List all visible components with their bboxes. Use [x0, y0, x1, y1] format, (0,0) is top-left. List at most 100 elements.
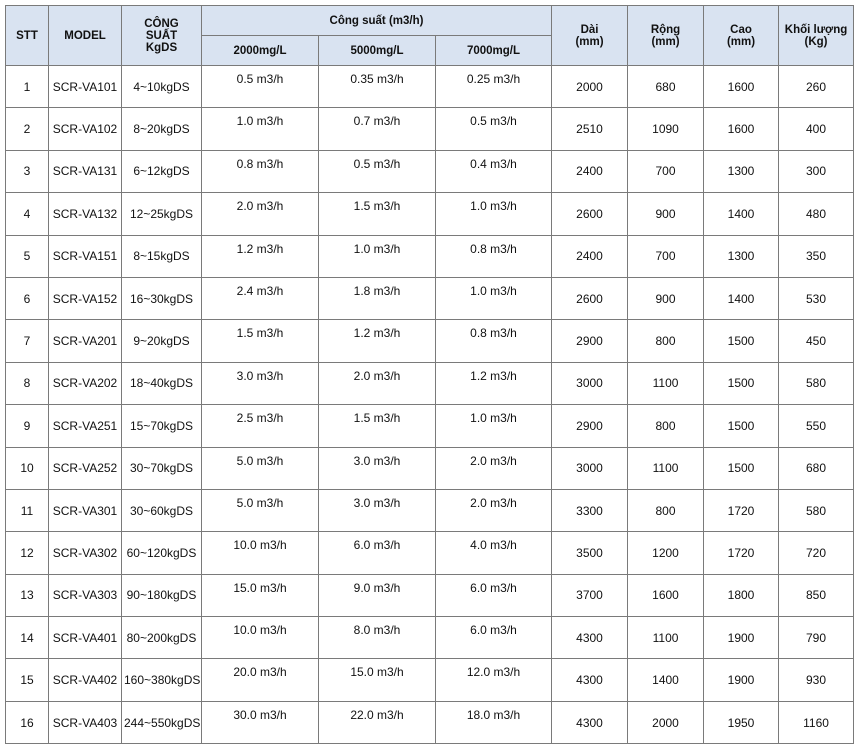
- table-cell: 80~200kgDS: [121, 616, 202, 660]
- table-cell: 1400: [627, 658, 705, 702]
- table-cell: 930: [778, 658, 855, 702]
- table-cell: 1900: [703, 658, 780, 702]
- header-cell: Khối lượng (Kg): [778, 5, 855, 66]
- table-cell: 22.0 m3/h: [318, 700, 436, 744]
- table-row: 12 SCR-VA302 60~120kgDS 10.0 m3/h 6.0 m3/h 4.…: [5, 531, 855, 575]
- table-cell: SCR-VA402: [48, 658, 122, 702]
- table-cell: 6: [5, 276, 49, 321]
- table-cell: 1.0 m3/h: [434, 404, 553, 448]
- table-cell: 3000: [551, 446, 629, 490]
- table-cell: 580: [778, 361, 855, 406]
- table-cell: SCR-VA152: [48, 276, 122, 321]
- table-row: 1 SCR-VA101 4~10kgDS 0.5 m3/h 0.35 m3/h 0.25 …: [5, 64, 855, 109]
- table-cell: 1: [5, 64, 49, 109]
- header-cell: Dài (mm): [551, 5, 629, 66]
- table-cell: 1.2 m3/h: [201, 234, 319, 278]
- table-cell: 1.8 m3/h: [318, 276, 436, 321]
- table-cell: 1300: [703, 234, 780, 278]
- table-cell: 5: [5, 234, 49, 278]
- table-cell: 530: [778, 276, 855, 321]
- table-cell: 13: [5, 573, 49, 618]
- table-row: 16 SCR-VA403 244~550kgDS 30.0 m3/h 22.0 m3/h…: [5, 700, 855, 744]
- table-cell: 18~40kgDS: [121, 361, 202, 406]
- table-cell: 244~550kgDS: [121, 700, 202, 744]
- table-cell: SCR-VA101: [48, 64, 122, 109]
- table-cell: 350: [778, 234, 855, 278]
- table-row: 8 SCR-VA202 18~40kgDS 3.0 m3/h 2.0 m3/h 1.2 m…: [5, 361, 855, 406]
- table-cell: 2600: [551, 192, 629, 236]
- table-cell: 12~25kgDS: [121, 192, 202, 236]
- table-cell: SCR-VA302: [48, 531, 122, 575]
- table-row: 11 SCR-VA301 30~60kgDS 5.0 m3/h 3.0 m3/h 2.0 …: [5, 488, 855, 533]
- table-cell: 9: [5, 404, 49, 448]
- table-cell: 1090: [627, 107, 705, 151]
- table-cell: 5.0 m3/h: [201, 488, 319, 533]
- header-cell: Cao (mm): [703, 5, 780, 66]
- table-cell: 3.0 m3/h: [318, 488, 436, 533]
- table-cell: 2510: [551, 107, 629, 151]
- table-cell: 0.5 m3/h: [201, 64, 319, 109]
- table-cell: 0.5 m3/h: [318, 149, 436, 194]
- table-cell: 0.35 m3/h: [318, 64, 436, 109]
- table-cell: 2.0 m3/h: [201, 192, 319, 236]
- table-cell: 1.5 m3/h: [201, 319, 319, 363]
- table-cell: 4300: [551, 700, 629, 744]
- table-cell: 2900: [551, 404, 629, 448]
- table-cell: 1950: [703, 700, 780, 744]
- table-cell: 2000: [627, 700, 705, 744]
- table-cell: 2.0 m3/h: [318, 361, 436, 406]
- table-cell: 700: [627, 234, 705, 278]
- table-cell: 400: [778, 107, 855, 151]
- table-cell: 1.5 m3/h: [318, 192, 436, 236]
- table-cell: 9~20kgDS: [121, 319, 202, 363]
- table-cell: 700: [627, 149, 705, 194]
- table-cell: 8~15kgDS: [121, 234, 202, 278]
- table-row: 13 SCR-VA303 90~180kgDS 15.0 m3/h 9.0 m3/h 6.…: [5, 573, 855, 618]
- table-cell: 2.4 m3/h: [201, 276, 319, 321]
- table-cell: 3.0 m3/h: [318, 446, 436, 490]
- table-cell: 1300: [703, 149, 780, 194]
- table-row: 4 SCR-VA132 12~25kgDS 2.0 m3/h 1.5 m3/h 1.0 m…: [5, 192, 855, 236]
- table-cell: 3700: [551, 573, 629, 618]
- table-cell: 8: [5, 361, 49, 406]
- table-cell: 3000: [551, 361, 629, 406]
- table-cell: 10: [5, 446, 49, 490]
- table-cell: 2400: [551, 149, 629, 194]
- table-cell: SCR-VA251: [48, 404, 122, 448]
- table-cell: 1.0 m3/h: [318, 234, 436, 278]
- table-cell: 6.0 m3/h: [434, 616, 553, 660]
- table-cell: 1200: [627, 531, 705, 575]
- table-cell: 3.0 m3/h: [201, 361, 319, 406]
- table-cell: 6~12kgDS: [121, 149, 202, 194]
- table-cell: 1800: [703, 573, 780, 618]
- header-cell: STT: [5, 5, 49, 66]
- table-cell: SCR-VA252: [48, 446, 122, 490]
- table-cell: 1100: [627, 361, 705, 406]
- table-cell: 1.2 m3/h: [318, 319, 436, 363]
- table-row: 9 SCR-VA251 15~70kgDS 2.5 m3/h 1.5 m3/h 1.0 m…: [5, 404, 855, 448]
- table-row: 2 SCR-VA102 8~20kgDS 1.0 m3/h 0.7 m3/h 0.5 m3…: [5, 107, 855, 151]
- header-cell: 5000mg/L: [318, 35, 436, 66]
- table-cell: 900: [627, 276, 705, 321]
- table-cell: 30.0 m3/h: [201, 700, 319, 744]
- table-cell: 4.0 m3/h: [434, 531, 553, 575]
- table-cell: 0.7 m3/h: [318, 107, 436, 151]
- table-cell: 790: [778, 616, 855, 660]
- table-cell: 1500: [703, 319, 780, 363]
- table-cell: 1400: [703, 192, 780, 236]
- table-cell: 60~120kgDS: [121, 531, 202, 575]
- header-cell: Công suất (m3/h): [200, 5, 553, 36]
- table-cell: 1.2 m3/h: [434, 361, 553, 406]
- table-cell: 0.25 m3/h: [434, 64, 553, 109]
- table-cell: 4300: [551, 616, 629, 660]
- table-cell: 16: [5, 700, 49, 744]
- table-cell: 15.0 m3/h: [201, 573, 319, 618]
- table-cell: 480: [778, 192, 855, 236]
- table-cell: 2400: [551, 234, 629, 278]
- table-cell: 1720: [703, 531, 780, 575]
- table-cell: 300: [778, 149, 855, 194]
- table-row: 3 SCR-VA131 6~12kgDS 0.8 m3/h 0.5 m3/h 0.4 m3…: [5, 149, 855, 194]
- table-cell: 1.0 m3/h: [434, 276, 553, 321]
- table-cell: 4~10kgDS: [121, 64, 202, 109]
- table-cell: 580: [778, 488, 855, 533]
